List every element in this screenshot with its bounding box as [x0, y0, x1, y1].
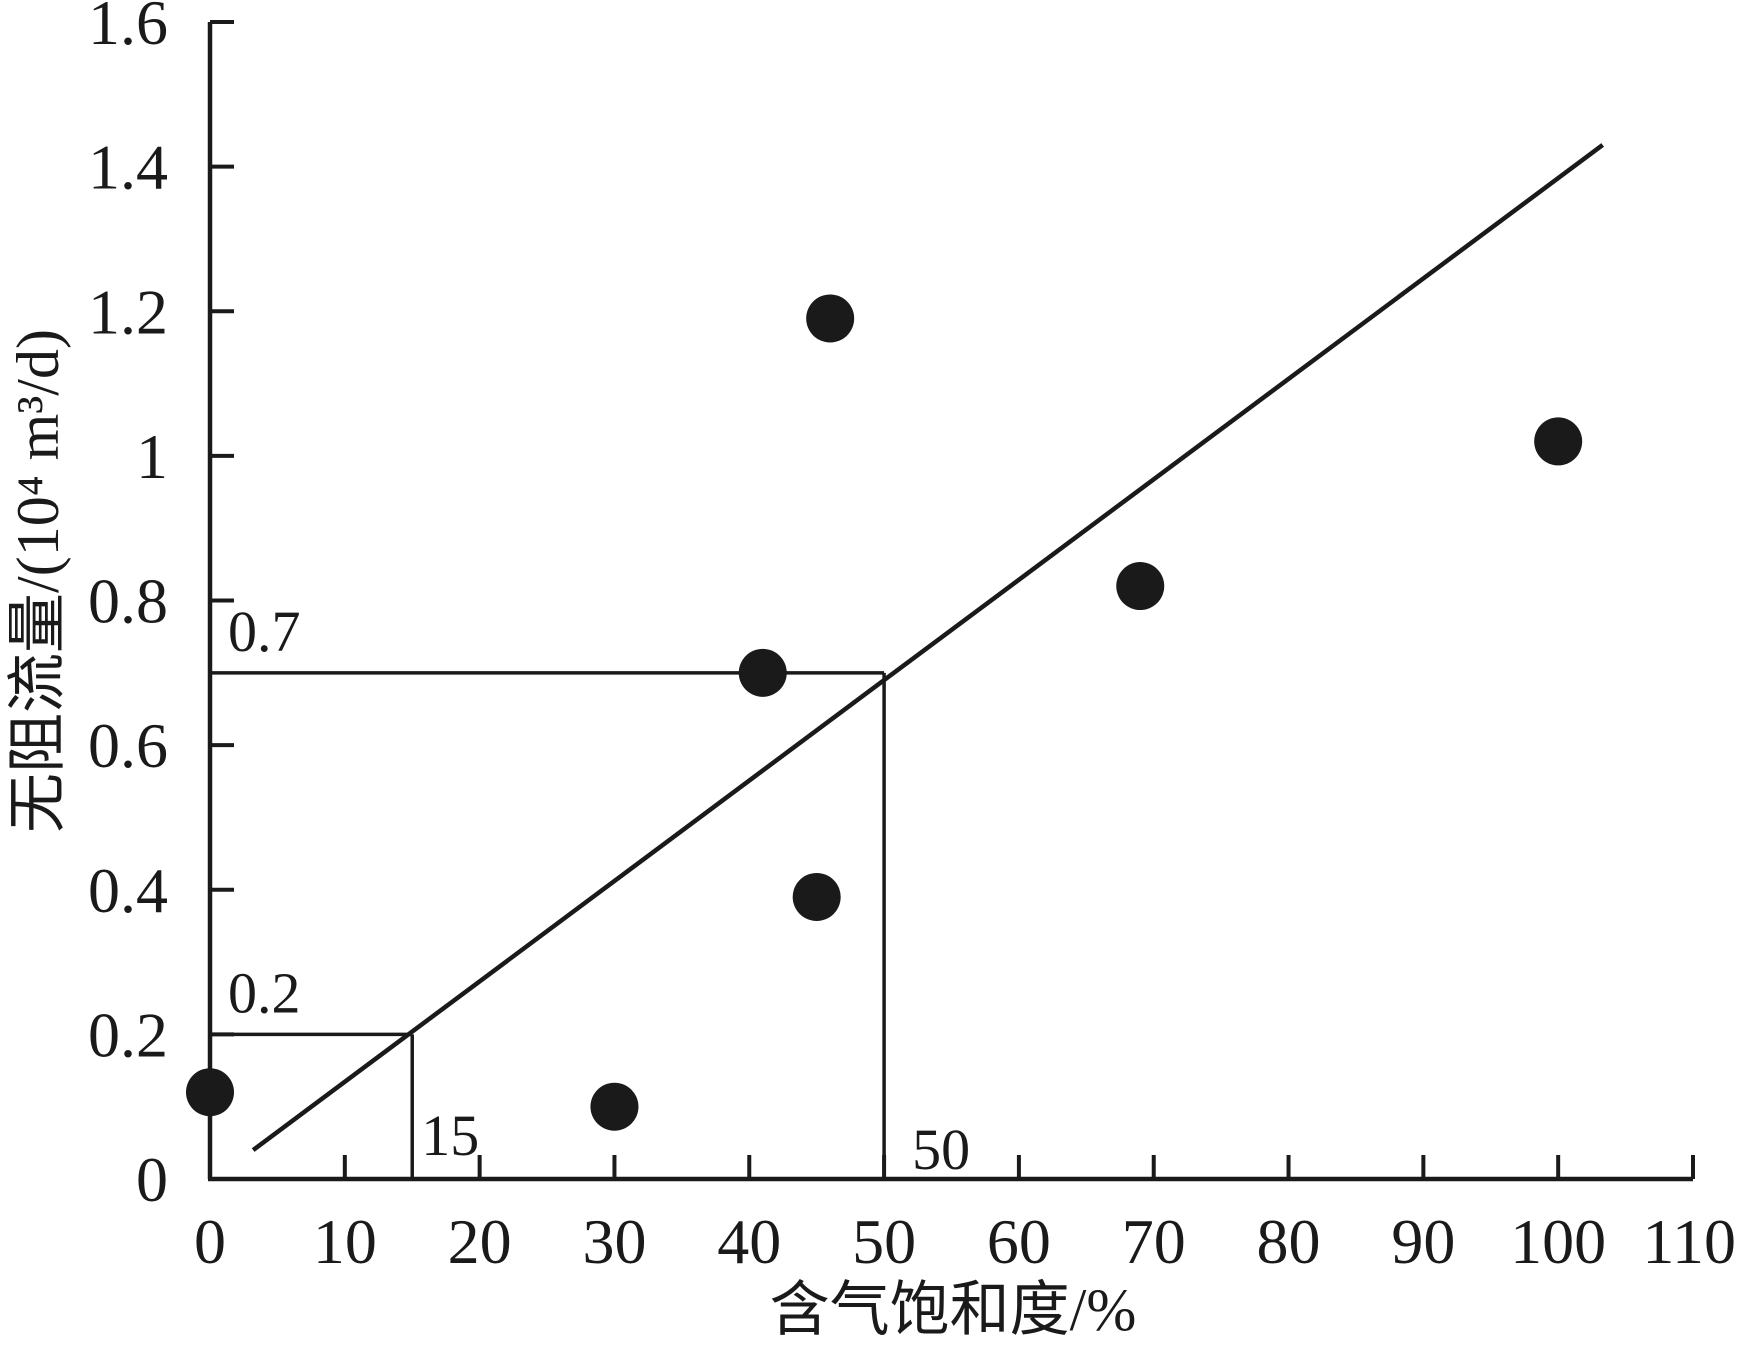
data-point-6 — [1534, 417, 1583, 466]
data-point-5 — [1116, 562, 1165, 611]
data-point-2 — [738, 648, 787, 697]
x-tick-label-4: 40 — [717, 1206, 781, 1277]
x-axis-title: 含气饱和度/% — [770, 1277, 1137, 1343]
x-tick-label-11: 110 — [1642, 1206, 1736, 1277]
x-tick-label-1: 10 — [313, 1206, 377, 1277]
y-tick-label-0: 0 — [136, 1144, 168, 1215]
x-tick-label-10: 100 — [1510, 1206, 1606, 1277]
x-tick-label-5: 50 — [852, 1206, 916, 1277]
reference-x-label-1: 15 — [421, 1103, 479, 1168]
reference-lines — [210, 671, 886, 1179]
y-tick-label-5: 1 — [136, 421, 168, 492]
y-tick-label-4: 0.8 — [88, 566, 168, 637]
y-tick-label-7: 1.4 — [88, 132, 168, 203]
labels: 0 10 20 30 40 50 60 70 80 90 100 110 0 0.2 0.4 0.6 0.8 1 1… — [88, 0, 1736, 1277]
x-tick-label-6: 60 — [987, 1206, 1051, 1277]
y-tick-label-2: 0.4 — [88, 855, 168, 926]
x-tick-label-0: 0 — [194, 1206, 226, 1277]
data-point-4 — [806, 294, 855, 343]
data-point-0 — [186, 1068, 234, 1117]
x-tick-label-8: 80 — [1257, 1206, 1321, 1277]
axes — [207, 22, 1693, 1182]
reference-y-label-0: 0.7 — [228, 599, 301, 664]
y-axis-title: 无阻流量/(10⁴ m³/d) — [5, 329, 71, 833]
x-tick-label-3: 30 — [582, 1206, 646, 1277]
trend-line-group — [251, 143, 1605, 1152]
reference-x-label-0: 50 — [912, 1117, 970, 1182]
x-tick-label-9: 90 — [1391, 1206, 1455, 1277]
data-point-3 — [792, 872, 841, 921]
y-tick-label-3: 0.6 — [88, 710, 168, 781]
y-tick-label-6: 1.2 — [88, 276, 168, 347]
reference-y-label-1: 0.2 — [228, 960, 301, 1025]
y-tick-label-1: 0.2 — [88, 999, 168, 1070]
ticks — [208, 20, 1695, 1181]
x-tick-label-7: 70 — [1122, 1206, 1186, 1277]
data-point-1 — [590, 1082, 639, 1131]
data-points — [186, 294, 1583, 1131]
x-tick-label-2: 20 — [448, 1206, 512, 1277]
trend-line — [251, 143, 1605, 1152]
y-tick-label-8: 1.6 — [88, 0, 168, 58]
